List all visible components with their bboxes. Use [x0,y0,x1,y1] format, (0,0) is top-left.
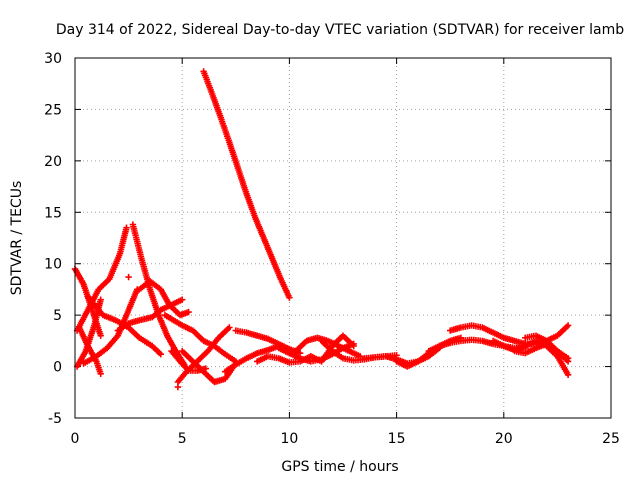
grid-layer [75,58,611,418]
data-point-markers [129,221,188,368]
x-tick-label: 5 [178,431,187,447]
y-tick-label: 0 [53,360,62,376]
plot-frame [74,57,612,419]
data-point-markers [489,337,572,378]
satellite-track [136,278,192,319]
data-point-markers [511,340,572,362]
data-point-markers [125,273,132,281]
data-point-markers [174,383,182,391]
tick-layer [74,57,612,419]
satellite-track [200,68,293,301]
x-tick-label: 20 [495,431,513,447]
y-tick-label: 25 [44,102,62,118]
satellite-track [129,221,188,368]
satellite-track [73,224,130,334]
y-axis-label: SDTVAR / TECUs [9,181,25,296]
chart-title: Day 314 of 2022, Sidereal Day-to-day VTE… [56,22,624,38]
y-tick-label: -5 [48,411,62,427]
data-point-markers [84,293,164,358]
satellite-track [511,340,572,362]
y-tick-label: 5 [53,308,62,324]
x-tick-label: 0 [71,431,80,447]
y-tick-label: 20 [44,154,62,170]
satellite-track [125,273,132,281]
series-layer [71,68,572,391]
x-axis-label: GPS time / hours [281,459,398,475]
label-layer: 0 5 10 15 20 25 -5 0 5 10 15 20 25 30 [44,51,620,447]
data-point-markers [136,278,192,319]
y-tick-label: 10 [44,257,62,273]
x-tick-label: 10 [280,431,298,447]
data-point-markers [73,224,130,334]
satellite-track [489,337,572,378]
x-tick-label: 15 [388,431,406,447]
x-tick-label: 25 [602,431,620,447]
satellite-track [174,383,182,391]
y-tick-label: 30 [44,51,62,67]
data-point-markers [200,68,293,301]
satellite-track [84,293,164,358]
y-tick-label: 15 [44,205,62,221]
